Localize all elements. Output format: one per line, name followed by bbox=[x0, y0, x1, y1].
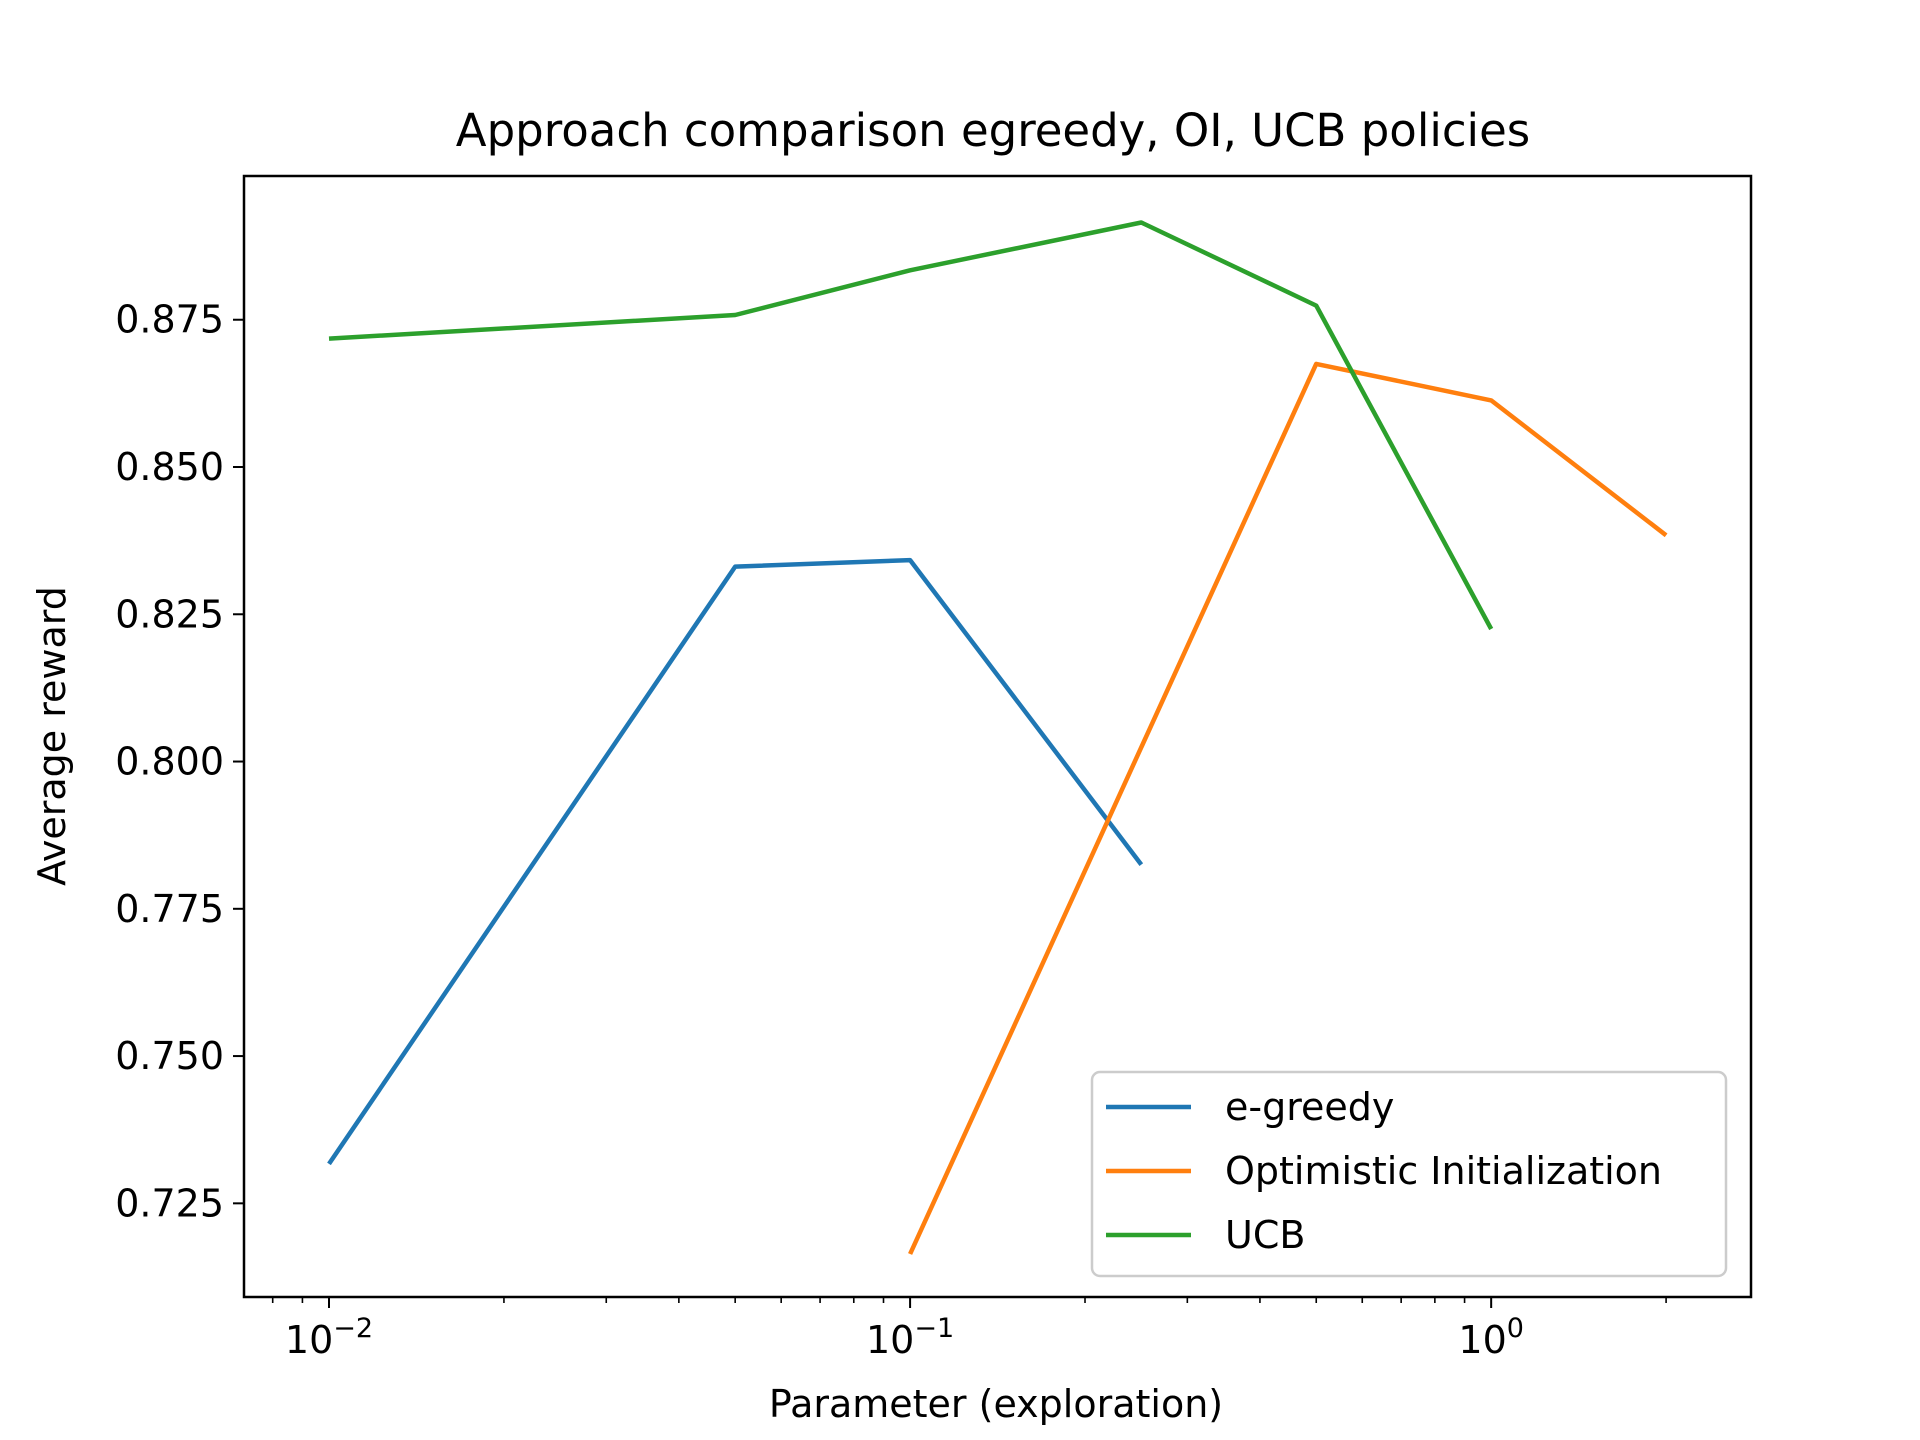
y-tick-label-1: 0.750 bbox=[115, 1034, 224, 1078]
series-line-2 bbox=[328, 220, 1494, 631]
x-tick-label-0: 10−2 bbox=[285, 1313, 373, 1362]
y-axis-label: Average reward bbox=[30, 586, 74, 886]
legend-label-0: e-greedy bbox=[1225, 1085, 1394, 1129]
series-line-1 bbox=[908, 361, 1668, 1255]
y-tick-label-4: 0.825 bbox=[115, 592, 224, 636]
chart-title: Approach comparison egreedy, OI, UCB pol… bbox=[456, 104, 1530, 157]
axes-frame bbox=[242, 174, 1753, 1299]
legend-label-2: UCB bbox=[1225, 1213, 1305, 1257]
y-axis: 0.725 0.750 0.775 0.800 0.825 0.850 0.875 bbox=[115, 298, 244, 1225]
x-axis-label: Parameter (exploration) bbox=[769, 1382, 1223, 1426]
y-tick-label-2: 0.775 bbox=[115, 887, 224, 931]
x-tick-label-1: 10−1 bbox=[866, 1313, 954, 1362]
y-tick-label-6: 0.875 bbox=[115, 298, 224, 342]
legend-box bbox=[1090, 1070, 1728, 1278]
y-tick-label-0: 0.725 bbox=[115, 1181, 224, 1225]
series-line-0 bbox=[327, 557, 1144, 1166]
x-axis: 10−2 10−1 100 bbox=[271, 1297, 1667, 1362]
y-tick-label-5: 0.850 bbox=[115, 445, 224, 489]
plot-area bbox=[327, 220, 1668, 1255]
legend-label-1: Optimistic Initialization bbox=[1225, 1149, 1662, 1193]
x-tick-label-2: 100 bbox=[1458, 1313, 1524, 1362]
y-tick-label-3: 0.800 bbox=[115, 740, 224, 784]
legend: e-greedy Optimistic Initialization UCB bbox=[1090, 1070, 1728, 1278]
